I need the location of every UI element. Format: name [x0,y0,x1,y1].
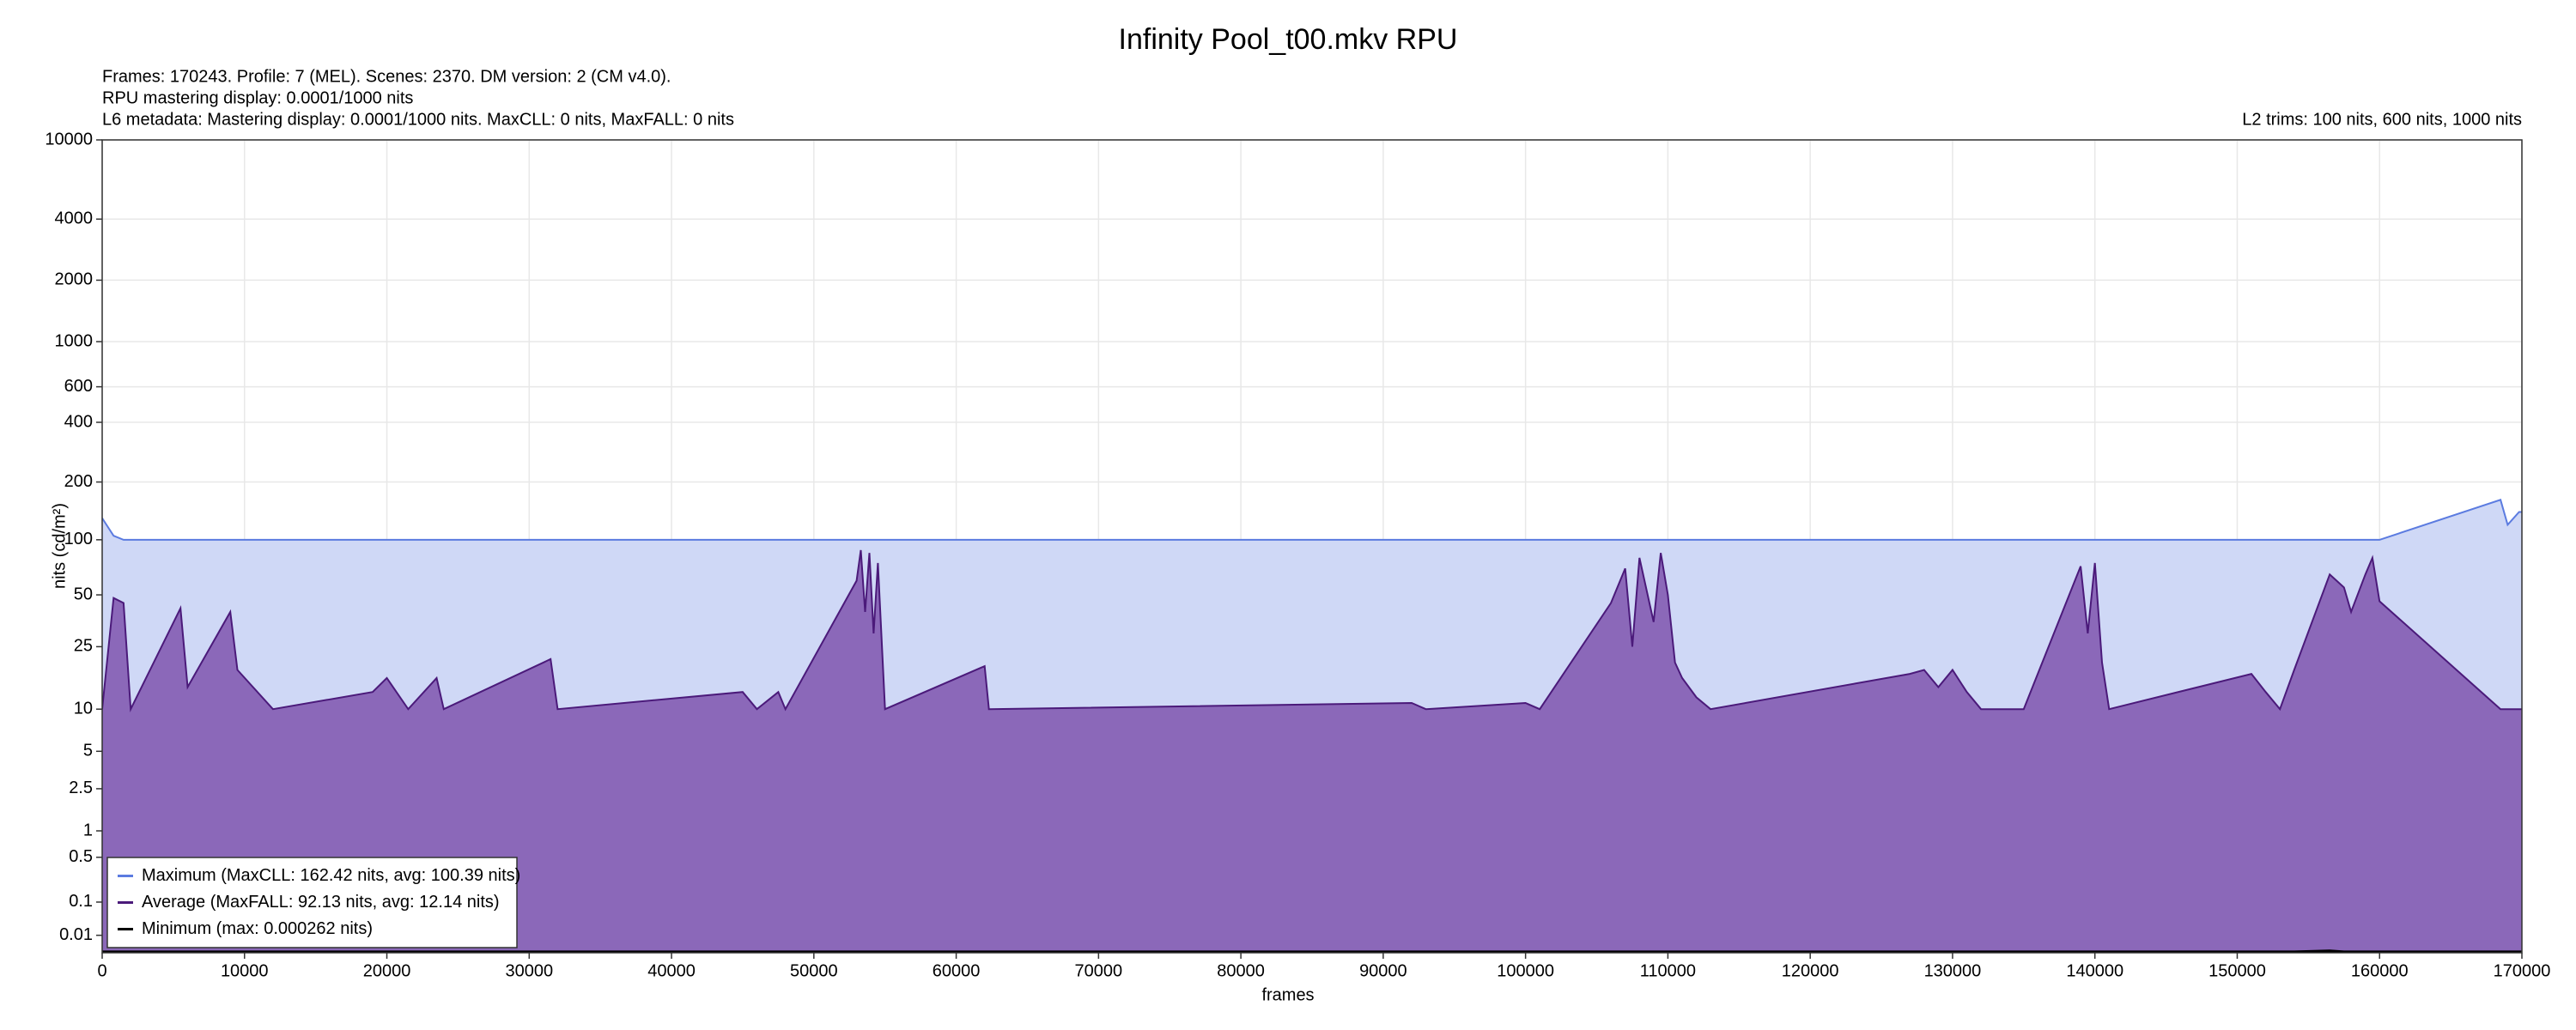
y-tick-label: 200 [64,472,93,491]
l2-trims: L2 trims: 100 nits, 600 nits, 1000 nits [2242,110,2522,129]
x-tick-label: 60000 [933,961,981,980]
x-tick-label: 120000 [1782,961,1839,980]
info-line: L6 metadata: Mastering display: 0.0001/1… [102,110,734,129]
y-tick-label: 4000 [55,209,94,228]
y-axis-label: nits (cd/m²) [50,503,69,589]
x-tick-label: 140000 [2066,961,2123,980]
chart-title: Infinity Pool_t00.mkv RPU [1119,23,1458,56]
legend-label: Average (MaxFALL: 92.13 nits, avg: 12.14… [142,893,500,912]
x-tick-label: 110000 [1640,961,1696,980]
x-tick-label: 30000 [505,961,553,980]
series-line [102,949,2522,953]
x-tick-label: 160000 [2351,961,2409,980]
y-tick-label: 1 [83,821,93,839]
y-tick-label: 0.1 [69,892,93,911]
y-tick-label: 2000 [55,270,94,289]
x-axis-label: frames [1261,985,1314,1004]
y-tick-label: 1000 [55,331,94,350]
x-tick-label: 90000 [1359,961,1407,980]
y-tick-label: 0.5 [69,847,93,866]
y-tick-label: 400 [64,412,93,431]
y-tick-label: 10 [74,699,93,718]
y-tick-label: 5 [83,742,93,760]
x-tick-label: 130000 [1924,961,1982,980]
x-tick-label: 170000 [2494,961,2551,980]
x-tick-label: 100000 [1497,961,1554,980]
x-tick-label: 70000 [1075,961,1123,980]
plot-frame [101,139,2523,954]
x-tick-label: 20000 [363,961,411,980]
x-tick-label: 0 [97,961,106,980]
y-tick-label: 10000 [45,130,93,148]
y-tick-label: 600 [64,377,93,396]
y-tick-label: 100 [64,530,93,548]
x-tick-label: 40000 [647,961,696,980]
legend-label: Minimum (max: 0.000262 nits) [142,919,373,938]
x-tick-label: 80000 [1217,961,1265,980]
y-tick-label: 50 [74,585,93,603]
x-tick-label: 10000 [221,961,269,980]
series-line [102,499,2522,541]
series-area [102,549,2522,953]
y-tick-label: 0.01 [59,925,93,944]
legend-box [106,857,518,948]
series-line [102,549,2522,712]
legend-label: Maximum (MaxCLL: 162.42 nits, avg: 100.3… [142,866,520,885]
info-line: RPU mastering display: 0.0001/1000 nits [102,88,413,107]
y-tick-label: 25 [74,637,93,656]
x-tick-label: 50000 [790,961,838,980]
y-tick-label: 2.5 [69,779,93,797]
x-tick-label: 150000 [2208,961,2266,980]
info-line: Frames: 170243. Profile: 7 (MEL). Scenes… [102,67,671,86]
